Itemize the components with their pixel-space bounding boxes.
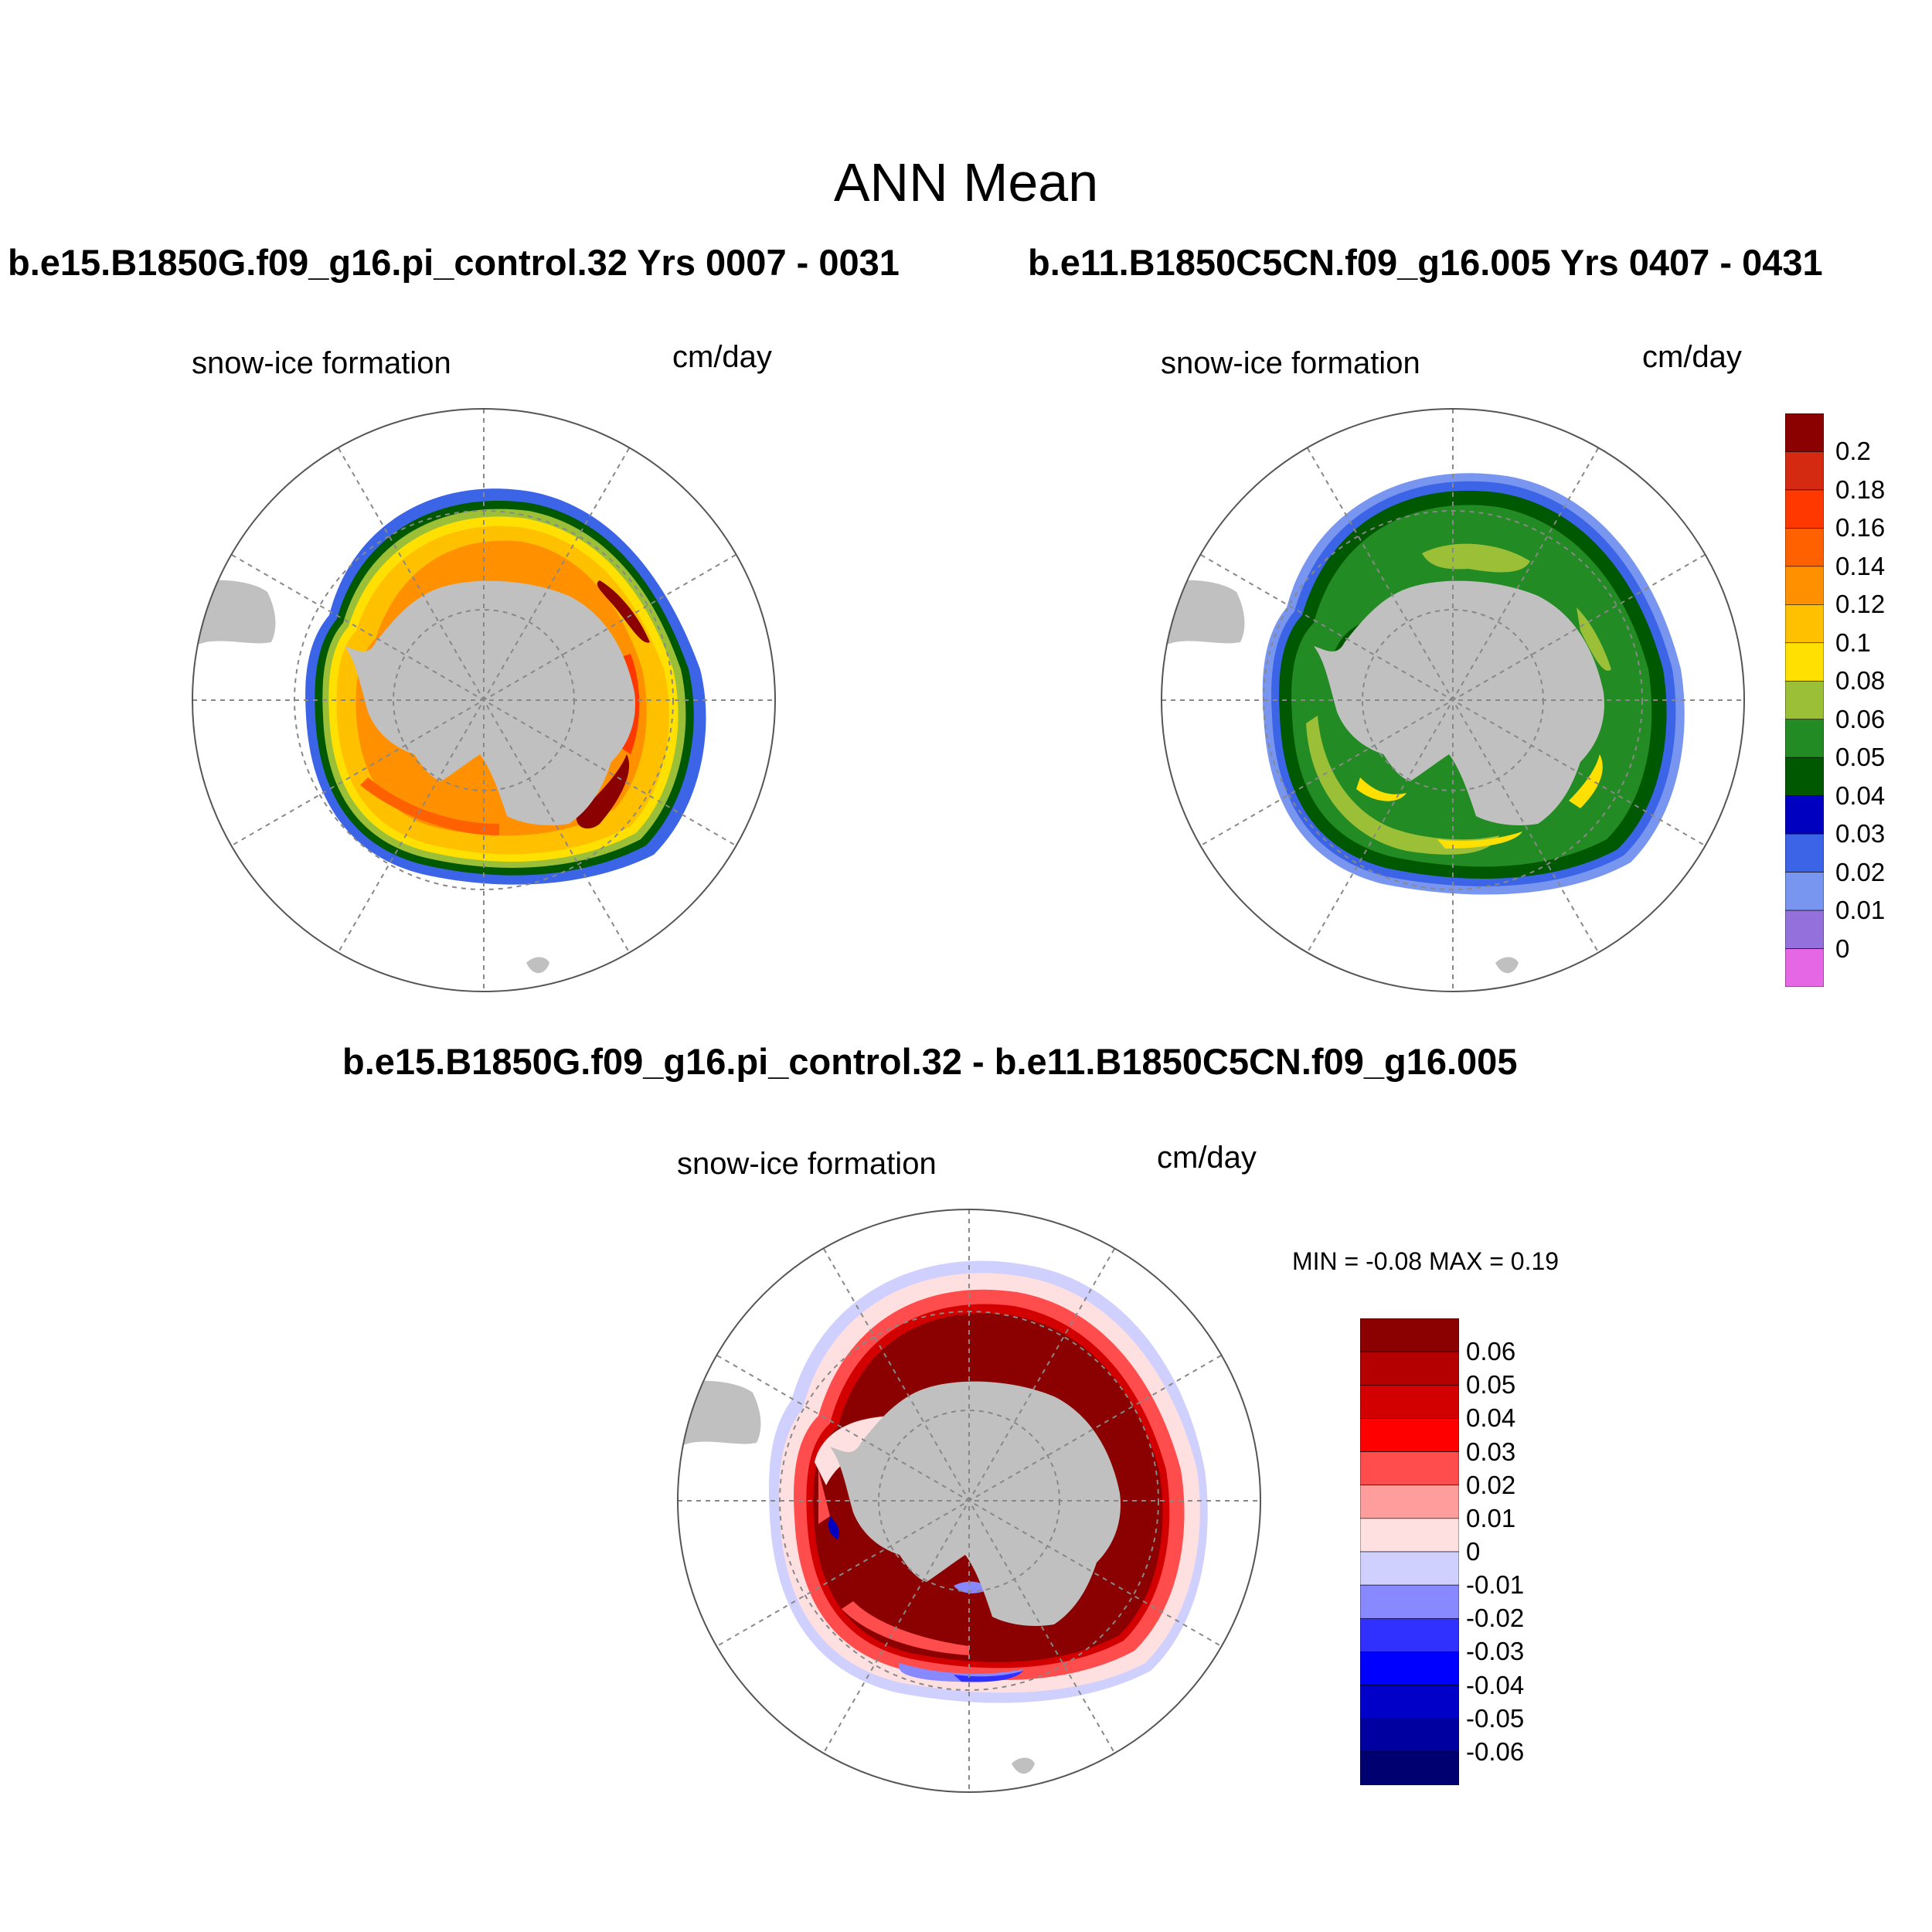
colorbar-absolute-label: 0.2 — [1835, 437, 1871, 466]
minmax-label: MIN = -0.08 MAX = 0.19 — [1292, 1247, 1560, 1275]
new-zealand-land — [1495, 957, 1519, 974]
colorbar-difference-swatch — [1360, 1551, 1459, 1586]
colorbar-difference-label: 0.02 — [1466, 1470, 1516, 1499]
colorbar-difference-swatch — [1360, 1485, 1459, 1519]
panel1-variable-label: snow-ice formation — [192, 346, 451, 380]
colorbar-absolute-swatch — [1785, 757, 1824, 796]
colorbar-absolute-swatch — [1785, 948, 1824, 987]
colorbar-difference-swatch — [1360, 1685, 1459, 1719]
colorbar-absolute-swatch — [1785, 489, 1824, 529]
colorbar-difference-swatch — [1360, 1384, 1459, 1419]
colorbar-difference-swatch — [1360, 1751, 1459, 1785]
diff-title: b.e15.B1850G.f09_g16.pi_control.32 - b.e… — [342, 1041, 1518, 1082]
colorbar-difference-label: -0.01 — [1466, 1570, 1525, 1600]
colorbar-difference-swatch — [1360, 1351, 1459, 1386]
colorbar-difference-swatch — [1360, 1418, 1459, 1452]
colorbar-absolute-swatch — [1785, 910, 1824, 949]
colorbar-difference-swatch — [1360, 1651, 1459, 1685]
colorbar-absolute-swatch — [1785, 451, 1824, 491]
new-zealand-land — [526, 957, 549, 974]
colorbar-absolute-label: 0.08 — [1835, 666, 1886, 696]
colorbar-absolute-swatch — [1785, 604, 1824, 644]
colorbar-difference-label: 0.01 — [1466, 1503, 1516, 1532]
new-zealand-land — [1012, 1757, 1035, 1774]
south-america-land — [1162, 580, 1245, 646]
colorbar-difference-label: 0.03 — [1466, 1437, 1516, 1466]
colorbar-absolute-label: 0.03 — [1835, 819, 1886, 849]
colorbar-absolute-label: 0.1 — [1835, 628, 1871, 657]
colorbar-absolute-label: 0.18 — [1835, 474, 1886, 504]
colorbar-difference-swatch — [1360, 1718, 1459, 1753]
panel2-units-label: cm/day — [1642, 340, 1742, 374]
map-grid — [192, 409, 775, 992]
colorbar-difference-label: 0 — [1466, 1537, 1481, 1566]
colorbar-absolute-label: 0.05 — [1835, 743, 1886, 772]
colorbar-absolute-swatch — [1785, 413, 1824, 452]
colorbar-absolute-label: 0.02 — [1835, 857, 1886, 886]
map-difference — [677, 1209, 1261, 1793]
colorbar-difference-swatch — [1360, 1584, 1459, 1619]
map-grid — [1162, 409, 1744, 992]
map-grid — [678, 1209, 1260, 1792]
colorbar-difference-swatch — [1360, 1451, 1459, 1486]
colorbar-difference-label: -0.04 — [1466, 1670, 1525, 1699]
colorbar-absolute-label: 0.06 — [1835, 704, 1886, 733]
colorbar-absolute-swatch — [1785, 719, 1824, 758]
colorbar-absolute-swatch — [1785, 872, 1824, 911]
colorbar-difference-label: 0.06 — [1466, 1337, 1516, 1366]
colorbar-absolute-label: 0.04 — [1835, 781, 1886, 810]
colorbar-difference-label: -0.02 — [1466, 1604, 1525, 1633]
panel2-variable-label: snow-ice formation — [1161, 346, 1420, 380]
panel1-units-label: cm/day — [672, 340, 772, 374]
page-title: ANN Mean — [833, 152, 1099, 213]
colorbar-absolute-swatch — [1785, 528, 1824, 567]
panel3-variable-label: snow-ice formation — [677, 1147, 937, 1181]
colorbar-difference-label: -0.05 — [1466, 1703, 1525, 1733]
colorbar-difference-label: -0.03 — [1466, 1637, 1525, 1666]
panel2-case-title: b.e11.B1850C5CN.f09_g16.005 Yrs 0407 - 0… — [1028, 242, 1823, 283]
colorbar-difference-label: -0.06 — [1466, 1736, 1525, 1766]
panel3-units-label: cm/day — [1157, 1141, 1257, 1175]
colorbar-difference-swatch — [1360, 1617, 1459, 1652]
colorbar-absolute-swatch — [1785, 680, 1824, 720]
colorbar-difference-swatch — [1360, 1318, 1459, 1352]
colorbar-absolute-label: 0.12 — [1835, 590, 1886, 619]
colorbar-absolute-label: 0.01 — [1835, 896, 1886, 925]
panel1-case-title: b.e15.B1850G.f09_g16.pi_control.32 Yrs 0… — [8, 242, 900, 283]
colorbar-absolute-swatch — [1785, 642, 1824, 682]
colorbar-absolute-swatch — [1785, 795, 1824, 835]
colorbar-absolute-label: 0.14 — [1835, 551, 1886, 580]
colorbar-absolute-swatch — [1785, 566, 1824, 605]
colorbar-absolute-label: 0 — [1835, 934, 1850, 963]
south-america-land — [678, 1380, 761, 1447]
colorbar-absolute-label: 0.16 — [1835, 513, 1886, 543]
map-panel1 — [192, 408, 776, 992]
colorbar-difference — [1360, 1318, 1459, 1785]
colorbar-absolute-swatch — [1785, 833, 1824, 872]
colorbar-difference-swatch — [1360, 1518, 1459, 1553]
colorbar-absolute — [1785, 413, 1824, 987]
colorbar-difference-label: 0.05 — [1466, 1370, 1516, 1400]
colorbar-difference-label: 0.04 — [1466, 1403, 1516, 1433]
south-america-land — [192, 580, 276, 646]
map-panel2 — [1161, 408, 1745, 992]
